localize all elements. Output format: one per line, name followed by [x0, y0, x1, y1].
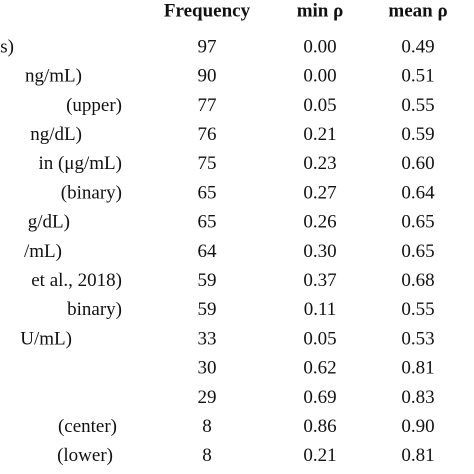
cell: 90 [198, 66, 217, 87]
row-label: (upper) [66, 95, 122, 116]
cell: 0.26 [303, 212, 336, 233]
cell: 8 [202, 445, 212, 466]
row-label: ng/mL) [25, 66, 82, 87]
cell: 0.00 [303, 36, 336, 57]
cell: 0.53 [401, 328, 434, 349]
row-label: (binary) [61, 182, 122, 203]
cell: 0.68 [401, 270, 434, 291]
cell: 29 [198, 387, 217, 408]
cell: 0.55 [401, 299, 434, 320]
cell: 0.65 [401, 212, 434, 233]
cell: 0.11 [304, 299, 337, 320]
cell: 0.83 [401, 387, 434, 408]
cell: 75 [198, 153, 217, 174]
cell: 0.69 [303, 387, 336, 408]
cell: 77 [198, 95, 217, 116]
row-label: s) [0, 36, 14, 57]
cell: 0.21 [303, 124, 336, 145]
row-label: (center) [58, 416, 117, 437]
cell: 30 [198, 358, 217, 379]
cell: 0.62 [303, 358, 336, 379]
cell: 0.51 [401, 66, 434, 87]
cell: 0.05 [303, 95, 336, 116]
cell: 0.30 [303, 241, 336, 262]
cell: 0.49 [401, 36, 434, 57]
row-label: U/mL) [20, 328, 72, 349]
cell: 0.65 [401, 241, 434, 262]
cell: 33 [198, 328, 217, 349]
cell: 0.59 [401, 124, 434, 145]
row-label: et al., 2018) [31, 270, 122, 291]
cell: 97 [198, 36, 217, 57]
cell: 0.55 [401, 95, 434, 116]
cell: 0.37 [303, 270, 336, 291]
column-header: min ρ [297, 0, 344, 21]
row-label: binary) [67, 299, 122, 320]
cell: 0.81 [401, 358, 434, 379]
column-header: mean ρ [388, 0, 447, 21]
cell: 0.21 [303, 445, 336, 466]
cell: 0.64 [401, 182, 435, 203]
row-label: g/dL) [28, 212, 70, 233]
cell: 65 [198, 182, 217, 203]
cell: 8 [202, 416, 212, 437]
cell: 59 [198, 270, 217, 291]
cell: 0.05 [303, 328, 336, 349]
cell: 64 [198, 241, 218, 262]
cell: 65 [198, 212, 217, 233]
cell: 0.81 [401, 445, 434, 466]
cell: 59 [198, 299, 217, 320]
cell: 0.90 [401, 416, 434, 437]
cell: 0.27 [303, 182, 336, 203]
row-label: ng/dL) [30, 124, 82, 145]
cell: 0.23 [303, 153, 336, 174]
row-label: in (μg/mL) [38, 153, 122, 174]
cell: 76 [198, 124, 217, 145]
cell: 0.86 [303, 416, 336, 437]
cell: 0.00 [303, 66, 336, 87]
row-label: /mL) [24, 241, 62, 262]
cell: 0.60 [401, 153, 434, 174]
row-label: (lower) [57, 445, 113, 466]
column-header: Frequency [164, 0, 251, 21]
